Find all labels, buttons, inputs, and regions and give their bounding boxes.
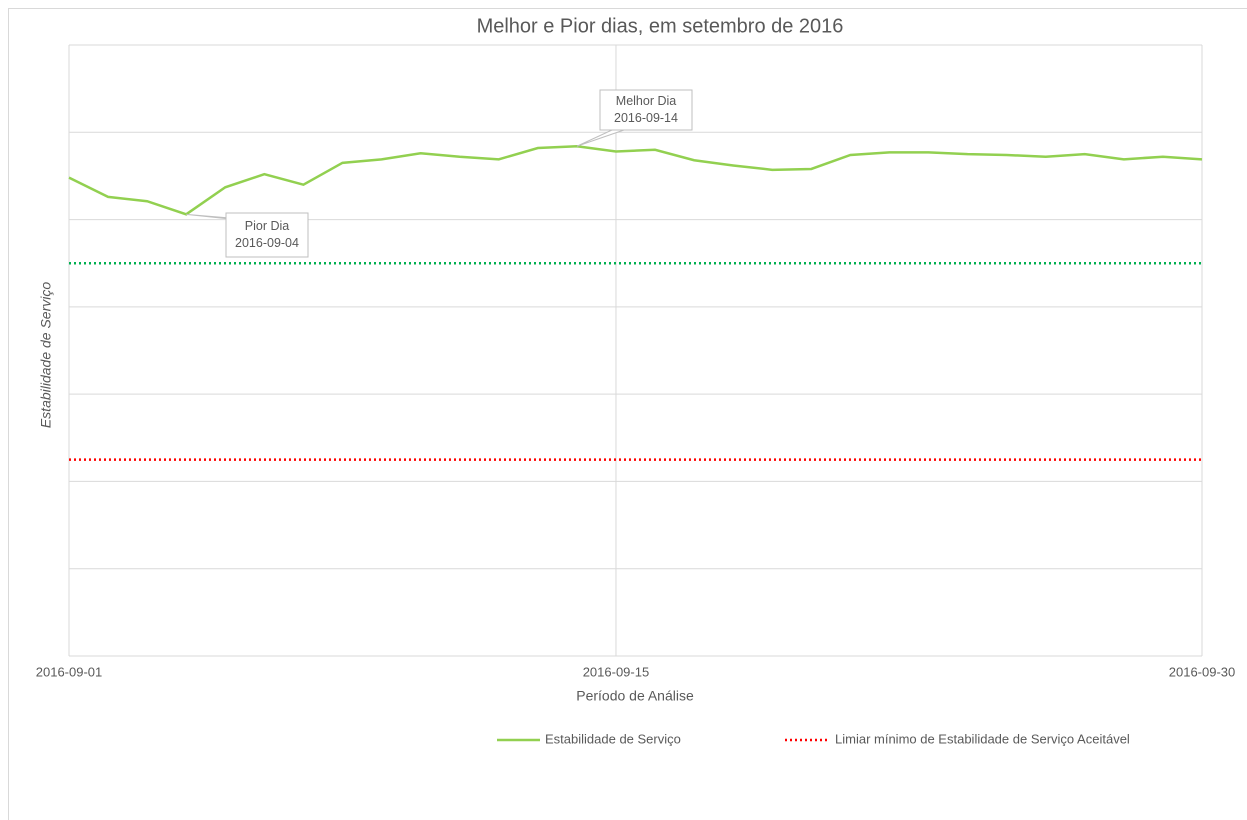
data-line — [68, 144, 1203, 216]
annotation-text: 2016-09-04 — [235, 236, 299, 250]
y-axis-label: Estabilidade de Serviço — [38, 282, 54, 429]
x-axis-label: Período de Análise — [576, 688, 694, 704]
legend-label: Limiar mínimo de Estabilidade de Serviço… — [835, 731, 1130, 746]
callout-pointer — [576, 129, 625, 147]
annotation-text: Melhor Dia — [616, 94, 676, 108]
x-tick-label: 2016-09-30 — [1169, 664, 1236, 679]
annotation-text: 2016-09-14 — [614, 111, 678, 125]
callout-box — [599, 89, 693, 131]
annotation: Melhor Dia 2016-09-14 — [576, 89, 693, 147]
chart-title: Melhor e Pior dias, em setembro de 2016 — [477, 15, 844, 37]
x-tick-label: 2016-09-01 — [36, 664, 103, 679]
callout-pointer — [186, 213, 243, 220]
x-tick-label: 2016-09-15 — [583, 664, 650, 679]
callout-box — [225, 212, 309, 258]
chart-frame — [8, 8, 1247, 820]
legend-label: Estabilidade de Serviço — [545, 731, 681, 746]
annotation-text: Pior Dia — [245, 219, 290, 233]
annotation: Pior Dia 2016-09-04 — [186, 212, 309, 258]
